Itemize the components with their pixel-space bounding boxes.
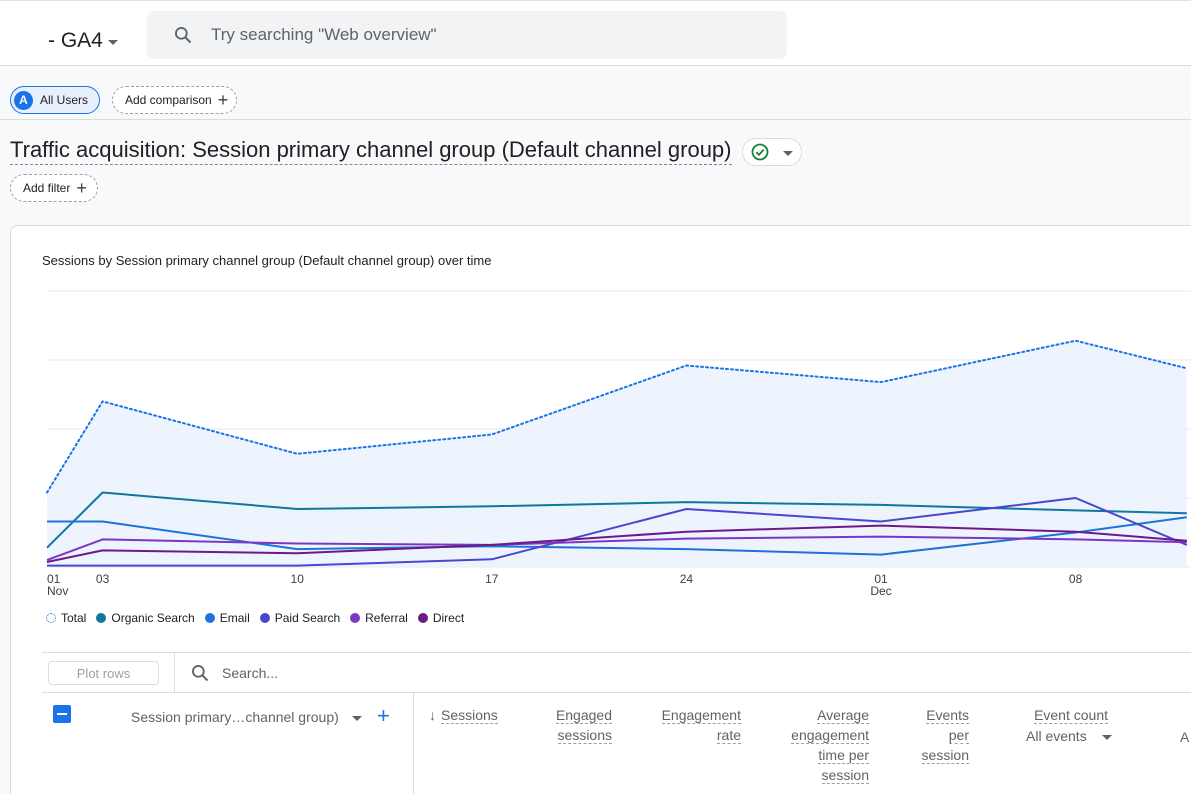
x-tick-label: 08: [1069, 572, 1083, 586]
search-icon: [192, 665, 209, 682]
plot-rows-label: Plot rows: [76, 665, 131, 681]
add-comparison-label: Add comparison: [125, 93, 212, 107]
series-line-total: [46, 339, 1188, 494]
plus-icon: +: [76, 178, 87, 198]
table-search-input[interactable]: Search...: [190, 663, 278, 683]
report-status-menu[interactable]: [742, 138, 802, 166]
table-search-placeholder: Search...: [222, 665, 279, 681]
indeterminate-icon: [57, 713, 67, 715]
legend-label: Direct: [432, 611, 465, 625]
global-search-input[interactable]: Try searching "Web overview": [147, 11, 787, 59]
legend-label: Email: [219, 611, 250, 625]
legend-label: Total: [61, 611, 87, 625]
column-label: Average engagement time per session: [791, 707, 869, 784]
x-tick-month-label: Dec: [870, 584, 891, 598]
legend-label: Paid Search: [274, 611, 341, 625]
legend-swatch: [96, 613, 107, 623]
dropdown-caret-icon: [107, 39, 118, 45]
x-tick-label: 17: [485, 572, 499, 586]
legend-swatch: [350, 613, 361, 623]
legend-item-organic-search[interactable]: Organic Search: [96, 611, 195, 625]
divider: [174, 653, 175, 693]
event-selector-label: All events: [1026, 728, 1087, 744]
sort-down-arrow-icon: ↓: [429, 707, 436, 723]
series-line-direct: [46, 524, 1187, 563]
clipped-column-header[interactable]: A: [1180, 727, 1189, 747]
chevron-down-icon: [783, 150, 793, 156]
series-line-paid-search: [47, 497, 1188, 567]
x-tick-label: 03: [96, 572, 110, 586]
column-header-event-count[interactable]: Event count: [1020, 705, 1108, 725]
add-comparison-button[interactable]: Add comparison +: [112, 86, 238, 114]
x-tick-label: 01: [874, 572, 888, 586]
column-header-engagement-rate[interactable]: Engagement rate: [657, 705, 741, 745]
legend-swatch: [417, 613, 428, 623]
series-line-referral: [46, 535, 1187, 562]
add-filter-label: Add filter: [23, 181, 71, 195]
event-selector[interactable]: All events: [1026, 728, 1112, 744]
legend-item-referral[interactable]: Referral: [350, 611, 408, 625]
legend-item-paid-search[interactable]: Paid Search: [259, 611, 341, 625]
comparison-bar: A All Users Add comparison +: [0, 66, 1191, 120]
segment-avatar: A: [14, 90, 33, 110]
legend-item-email[interactable]: Email: [204, 611, 250, 625]
top-bar: - GA4 Try searching "Web overview": [0, 0, 1191, 66]
legend-item-direct[interactable]: Direct: [417, 611, 465, 625]
search-placeholder: Try searching "Web overview": [211, 25, 437, 44]
column-label: A: [1180, 729, 1190, 745]
add-dimension-button[interactable]: +: [377, 703, 390, 728]
select-all-checkbox[interactable]: [53, 705, 71, 723]
search-icon: [175, 27, 192, 44]
legend-label: Organic Search: [111, 611, 195, 625]
chevron-down-icon: [1101, 734, 1112, 740]
legend-label: Referral: [365, 611, 408, 625]
x-tick-label: 01: [47, 572, 61, 586]
x-tick-label: 24: [680, 572, 694, 586]
column-header-average-engagement-time[interactable]: Average engagement time per session: [785, 705, 869, 785]
chart-legend: Total Organic Search Email Paid Search Refer…: [46, 611, 464, 625]
column-header-sessions[interactable]: ↓ Sessions: [429, 705, 498, 725]
table-toolbar: Plot rows Search...: [42, 652, 1191, 693]
column-header-events-per-session[interactable]: Events per session: [916, 705, 969, 765]
legend-swatch: [259, 613, 270, 623]
column-label: Engaged sessions: [555, 707, 612, 744]
check-circle-icon: [751, 143, 769, 161]
segment-chip-all-users[interactable]: A All Users: [10, 86, 101, 114]
column-label: Event count: [1034, 707, 1108, 724]
property-label: - GA4: [48, 29, 103, 52]
report-title[interactable]: Traffic acquisition: Session primary cha…: [10, 137, 732, 165]
series-area-total: [47, 340, 1187, 567]
legend-item-total[interactable]: Total: [46, 611, 86, 625]
column-label: Events per session: [921, 707, 969, 764]
column-label: Engagement rate: [661, 707, 741, 744]
chevron-down-icon: [351, 715, 362, 721]
legend-swatch: [204, 613, 215, 623]
property-selector[interactable]: - GA4: [48, 29, 118, 53]
divider: [413, 693, 414, 794]
plot-rows-button[interactable]: Plot rows: [48, 661, 159, 685]
segment-label: All Users: [40, 93, 89, 107]
series-line-email: [47, 516, 1187, 556]
series-line-organic-search: [46, 491, 1187, 549]
dimension-selector[interactable]: Session primary…channel group): [131, 709, 362, 725]
x-tick-label: 10: [291, 572, 305, 586]
legend-swatch: [46, 613, 56, 623]
add-filter-button[interactable]: Add filter +: [10, 174, 98, 202]
dimension-label: Session primary…channel group): [131, 709, 339, 725]
plus-icon: +: [217, 90, 229, 110]
chart-title: Sessions by Session primary channel grou…: [42, 253, 492, 268]
column-label: Sessions: [441, 707, 498, 724]
column-header-engaged-sessions[interactable]: Engaged sessions: [554, 705, 612, 745]
x-tick-month-label: Nov: [47, 584, 68, 598]
